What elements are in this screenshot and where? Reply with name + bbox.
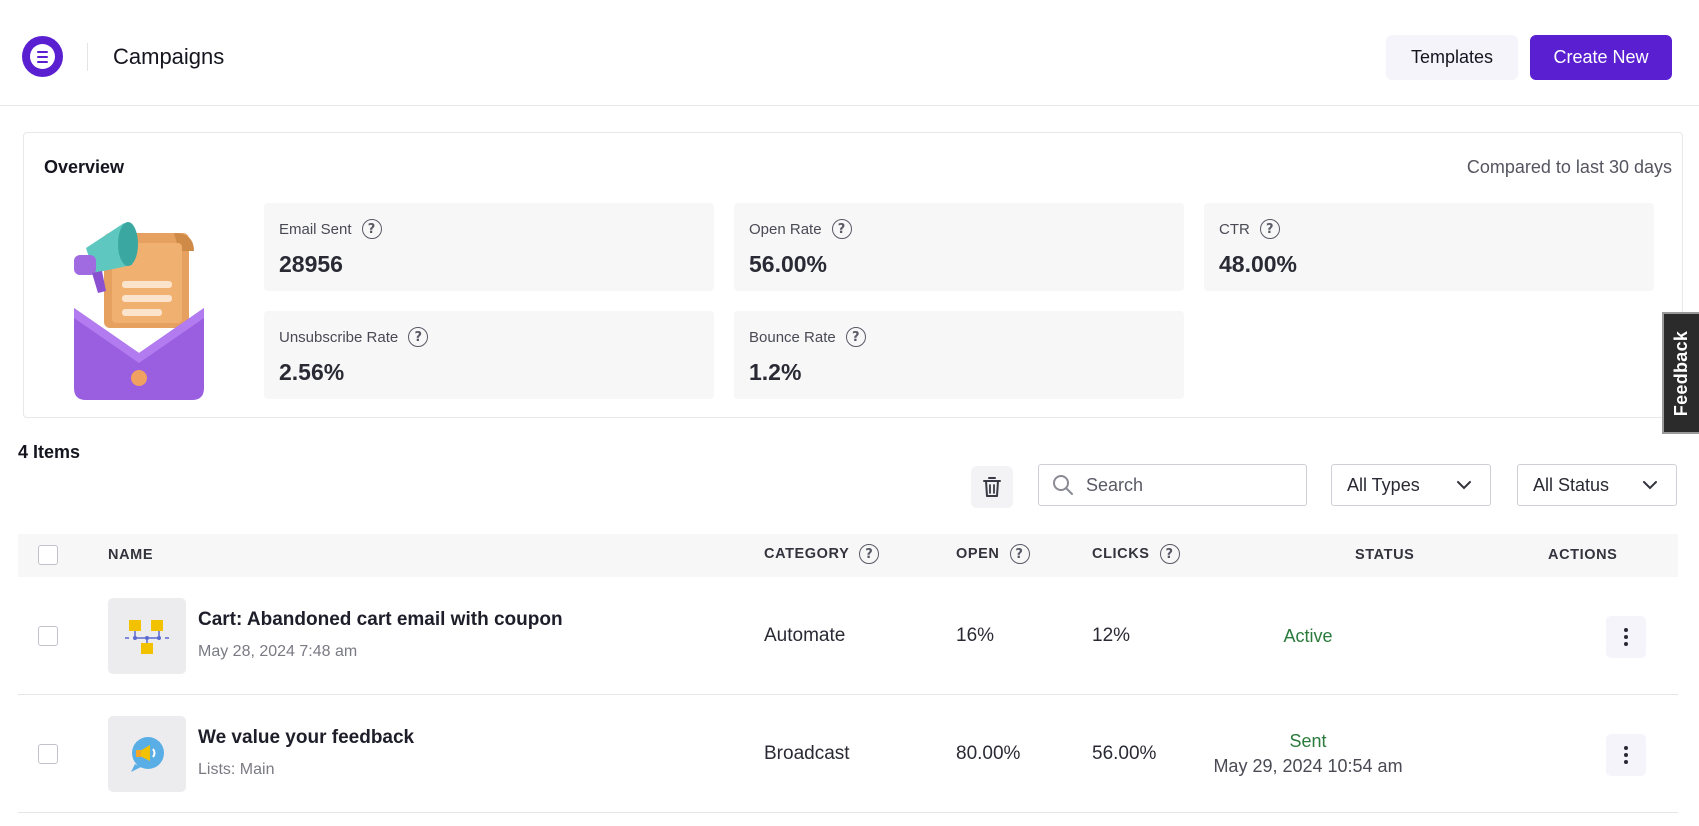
stat-card-ctr: CTR? 48.00% bbox=[1204, 203, 1654, 291]
help-icon[interactable]: ? bbox=[1159, 544, 1180, 564]
search-input[interactable] bbox=[1086, 474, 1286, 496]
help-icon[interactable]: ? bbox=[408, 327, 429, 347]
search-icon bbox=[1053, 475, 1073, 495]
more-vertical-icon bbox=[1624, 746, 1628, 764]
stat-label: CTR bbox=[1219, 220, 1250, 238]
help-icon[interactable]: ? bbox=[1259, 219, 1280, 239]
type-filter-value: All Types bbox=[1347, 474, 1420, 495]
status-badge: Active bbox=[1283, 626, 1333, 646]
table-row[interactable]: Cart: Abandoned cart email with coupon M… bbox=[18, 577, 1678, 695]
email-campaign-illustration-icon bbox=[74, 222, 204, 400]
items-count: 4 Items bbox=[18, 442, 81, 462]
trash-icon bbox=[983, 477, 1001, 497]
stat-card-bounce-rate: Bounce Rate? 1.2% bbox=[734, 311, 1184, 399]
overview-panel: Overview Compared to last 30 days Email … bbox=[23, 132, 1683, 418]
table-row[interactable]: We value your feedback Lists: Main Broad… bbox=[18, 695, 1678, 813]
stat-value: 48.00% bbox=[1219, 251, 1298, 277]
clicks-cell: 12% bbox=[1092, 625, 1131, 646]
column-header-clicks[interactable]: CLICKS? bbox=[1092, 544, 1180, 564]
campaign-title[interactable]: We value your feedback bbox=[198, 727, 415, 748]
header-divider bbox=[87, 43, 88, 71]
status-filter-value: All Status bbox=[1533, 474, 1610, 495]
category-cell: Automate bbox=[764, 625, 846, 646]
create-new-button[interactable]: Create New bbox=[1530, 35, 1672, 80]
column-header-category[interactable]: CATEGORY? bbox=[764, 544, 880, 564]
stat-value: 2.56% bbox=[279, 359, 345, 385]
column-header-actions: ACTIONS bbox=[1548, 547, 1618, 563]
feedback-label: Feedback bbox=[1671, 330, 1692, 416]
feedback-tab[interactable]: Feedback bbox=[1662, 312, 1699, 434]
chevron-down-icon bbox=[1457, 481, 1471, 490]
automation-flow-icon bbox=[125, 620, 169, 654]
campaign-title[interactable]: Cart: Abandoned cart email with coupon bbox=[198, 609, 563, 630]
stat-card-open-rate: Open Rate? 56.00% bbox=[734, 203, 1184, 291]
status-date: May 29, 2024 10:54 am bbox=[1213, 756, 1403, 776]
campaign-subtitle: May 28, 2024 7:48 am bbox=[198, 643, 358, 660]
compare-period-text: Compared to last 30 days bbox=[1466, 157, 1672, 177]
megaphone-bubble-icon bbox=[131, 737, 164, 772]
templates-button[interactable]: Templates bbox=[1386, 35, 1518, 80]
more-vertical-icon bbox=[1624, 628, 1628, 646]
chevron-down-icon bbox=[1643, 481, 1657, 490]
open-cell: 16% bbox=[956, 625, 995, 646]
open-cell: 80.00% bbox=[956, 743, 1021, 764]
row-actions-menu-button[interactable] bbox=[1606, 734, 1646, 776]
campaign-subtitle: Lists: Main bbox=[198, 761, 275, 778]
overview-title: Overview bbox=[44, 157, 125, 177]
category-cell: Broadcast bbox=[764, 743, 850, 764]
stat-value: 28956 bbox=[279, 251, 343, 277]
help-icon[interactable]: ? bbox=[831, 219, 852, 239]
campaign-thumbnail bbox=[108, 716, 186, 792]
brand-logo-icon[interactable] bbox=[22, 36, 63, 77]
select-all-checkbox[interactable] bbox=[38, 545, 58, 565]
help-icon[interactable]: ? bbox=[1009, 544, 1030, 564]
page-title: Campaigns bbox=[113, 44, 225, 69]
row-checkbox[interactable] bbox=[38, 744, 58, 764]
delete-button[interactable] bbox=[971, 466, 1013, 508]
stat-value: 1.2% bbox=[749, 359, 802, 385]
campaign-thumbnail bbox=[108, 598, 186, 674]
table-header: NAME CATEGORY? OPEN? CLICKS? STATUS ACTI… bbox=[18, 534, 1678, 577]
stat-label: Open Rate bbox=[749, 220, 822, 238]
row-checkbox[interactable] bbox=[38, 626, 58, 646]
stat-value: 56.00% bbox=[749, 251, 828, 277]
stat-card-unsubscribe-rate: Unsubscribe Rate? 2.56% bbox=[264, 311, 714, 399]
search-box bbox=[1038, 464, 1307, 506]
clicks-cell: 56.00% bbox=[1092, 743, 1157, 764]
column-header-category-label: CATEGORY bbox=[764, 546, 850, 562]
stat-label: Unsubscribe Rate bbox=[279, 328, 399, 346]
row-actions-menu-button[interactable] bbox=[1606, 616, 1646, 658]
stat-label: Email Sent bbox=[279, 220, 352, 238]
help-icon[interactable]: ? bbox=[845, 327, 866, 347]
help-icon[interactable]: ? bbox=[859, 544, 880, 564]
stat-label: Bounce Rate bbox=[749, 328, 836, 346]
stat-card-email-sent: Email Sent? 28956 bbox=[264, 203, 714, 291]
type-filter-select[interactable]: All Types bbox=[1331, 464, 1491, 506]
top-header: Campaigns Templates Create New bbox=[0, 0, 1699, 106]
status-filter-select[interactable]: All Status bbox=[1517, 464, 1677, 506]
column-header-status: STATUS bbox=[1355, 547, 1415, 563]
help-icon[interactable]: ? bbox=[361, 219, 382, 239]
column-header-open-label: OPEN bbox=[956, 546, 1000, 562]
column-header-open[interactable]: OPEN? bbox=[956, 544, 1030, 564]
column-header-name[interactable]: NAME bbox=[108, 547, 154, 563]
column-header-clicks-label: CLICKS bbox=[1092, 546, 1150, 562]
status-badge: Sent bbox=[1289, 731, 1327, 751]
